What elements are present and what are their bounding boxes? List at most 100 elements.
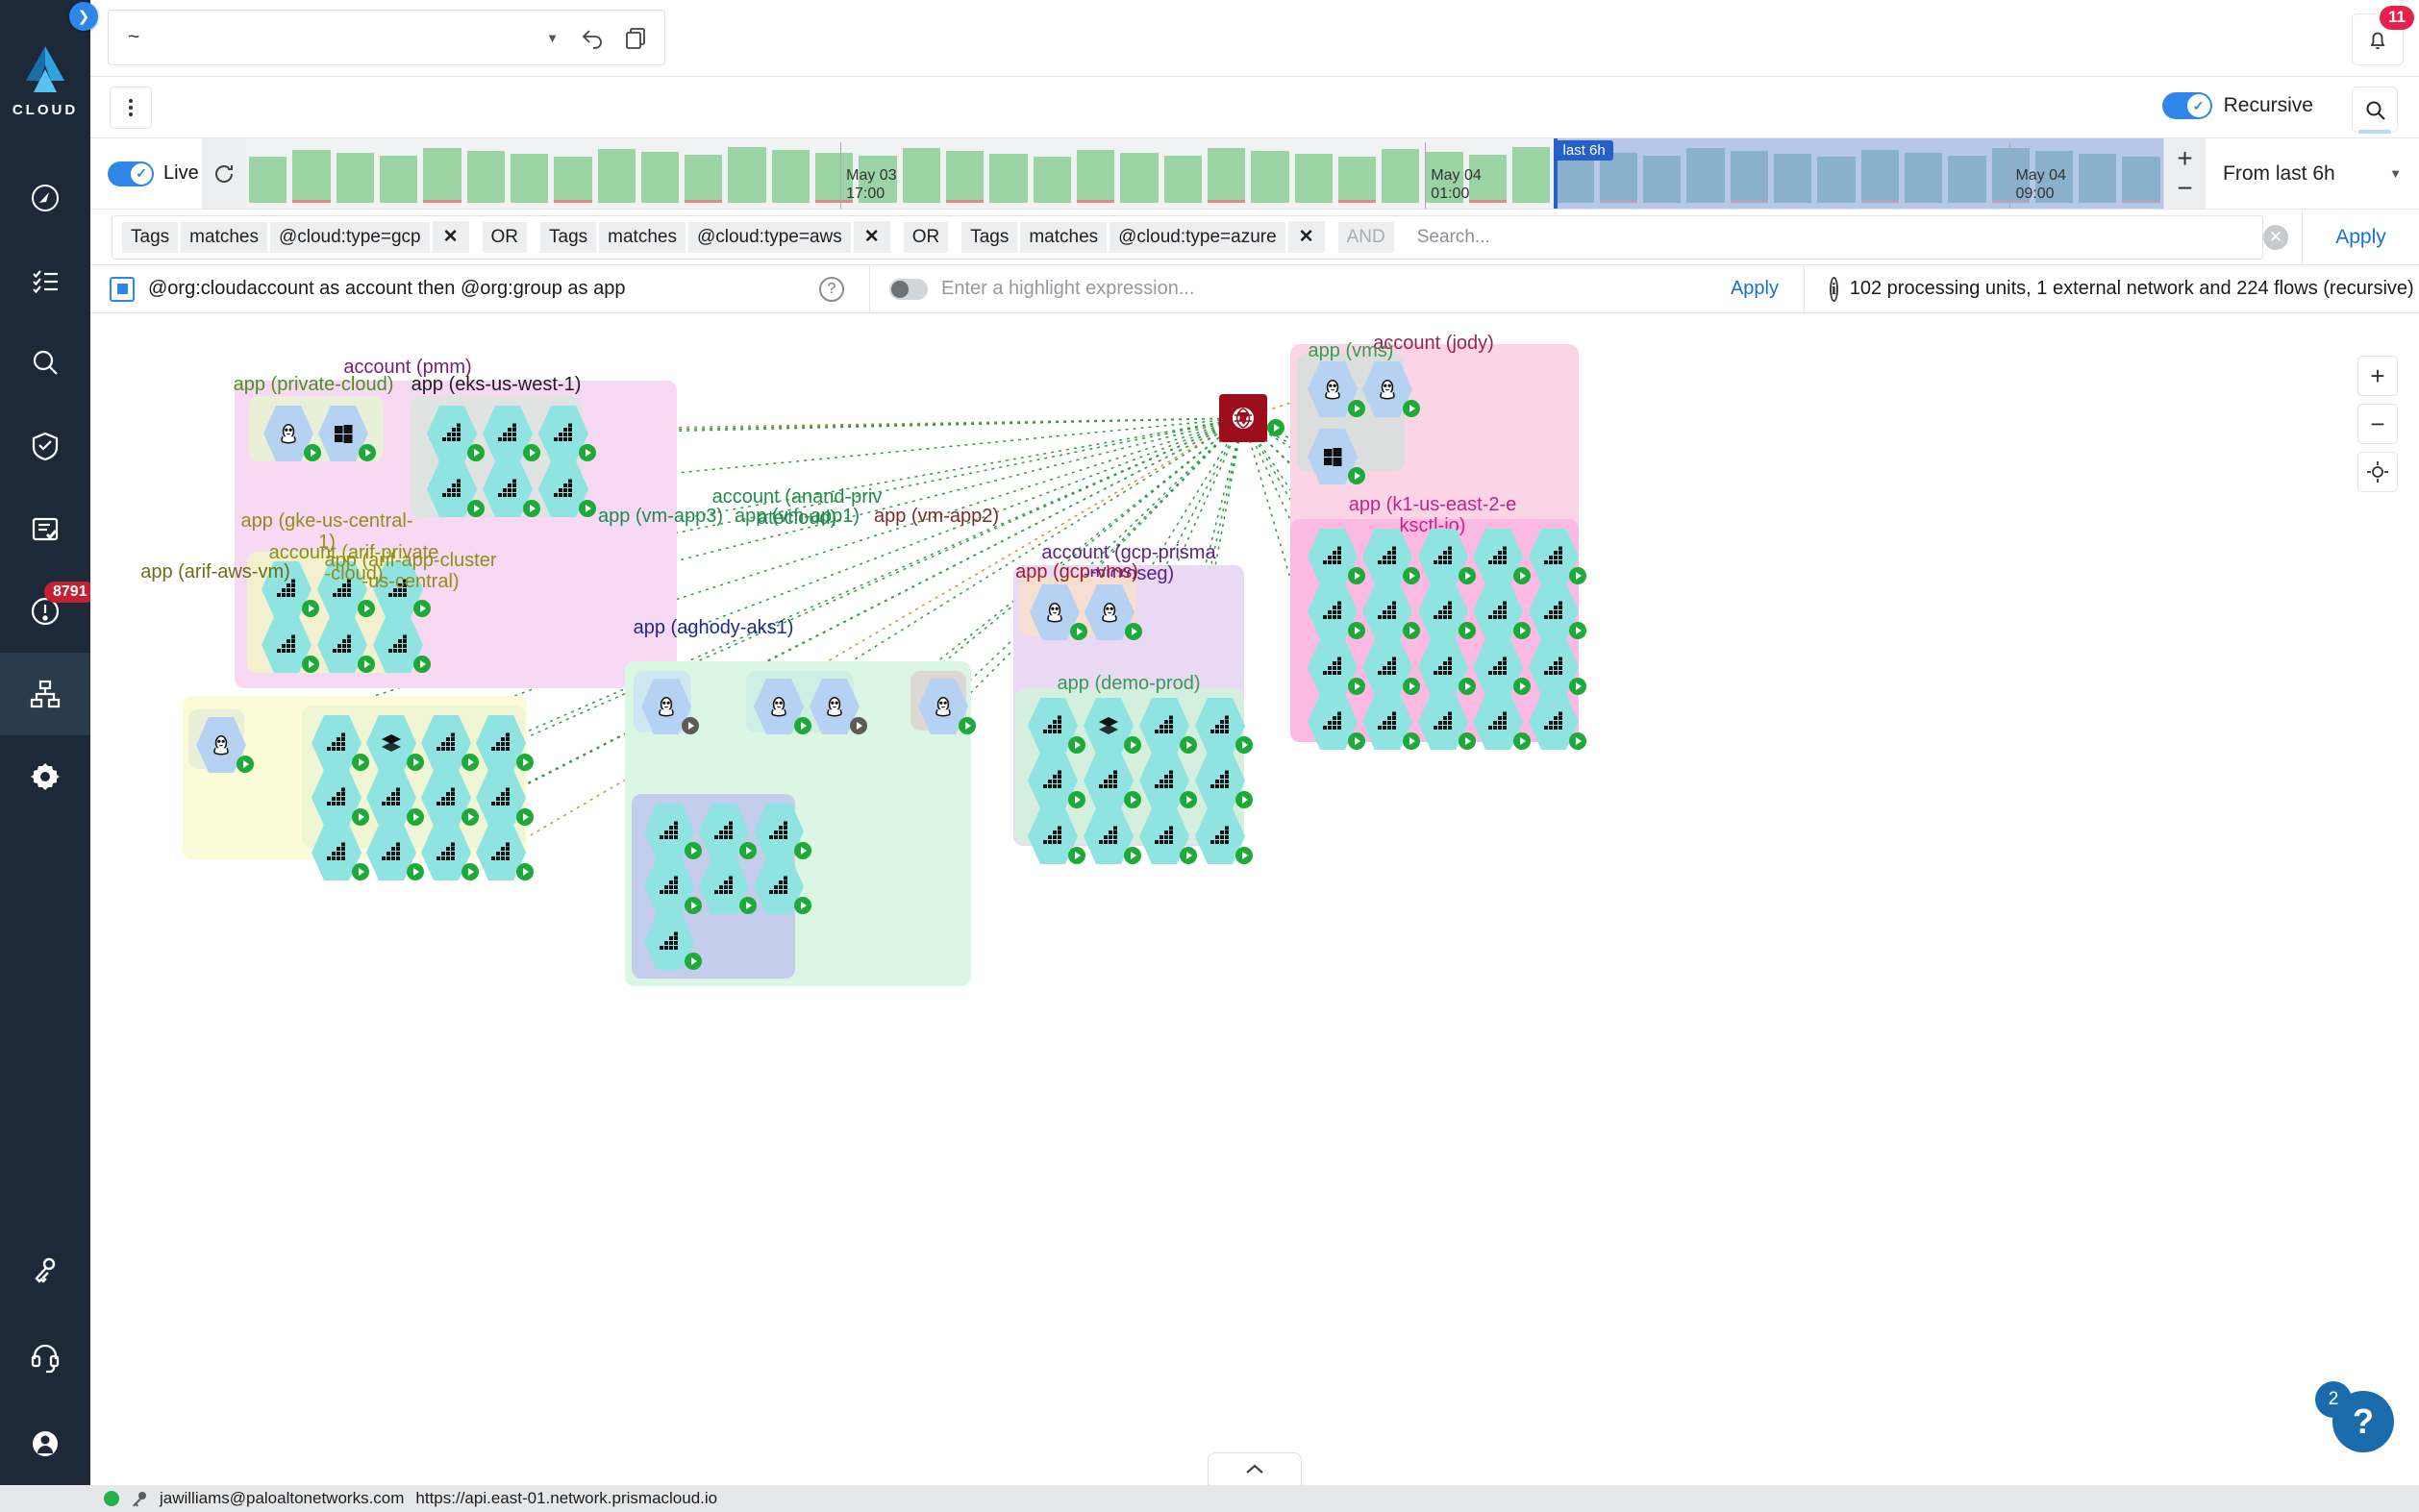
- graph-node[interactable]: [1308, 694, 1365, 750]
- query-text[interactable]: @org:cloudaccount as account then @org:g…: [148, 278, 626, 299]
- graph-node[interactable]: [312, 715, 369, 771]
- filter-join-operator[interactable]: AND: [1337, 221, 1394, 253]
- graph-node[interactable]: [1084, 698, 1141, 754]
- graph-node[interactable]: [483, 406, 540, 461]
- filter-search-placeholder[interactable]: Search...: [1416, 226, 1490, 247]
- filter-chip[interactable]: Tags matches @cloud:type=aws ✕: [540, 221, 893, 253]
- graph-node[interactable]: [1529, 583, 1586, 639]
- filter-chip-value[interactable]: @cloud:type=aws: [687, 221, 851, 253]
- graph-node[interactable]: [1139, 698, 1197, 754]
- bottom-panel-handle[interactable]: [1208, 1452, 1302, 1485]
- graph-node[interactable]: [1030, 584, 1087, 640]
- graph-node[interactable]: [262, 561, 319, 617]
- graph-node[interactable]: [538, 406, 596, 461]
- timeline-zoom-out[interactable]: −: [2177, 172, 2193, 203]
- graph-node[interactable]: [1529, 694, 1586, 750]
- filter-chip-value[interactable]: @cloud:type=azure: [1110, 221, 1285, 253]
- copy-icon[interactable]: [614, 16, 657, 59]
- graph-node[interactable]: [1084, 808, 1141, 864]
- timeline-zoom[interactable]: + −: [2163, 138, 2206, 209]
- highlight-toggle-icon[interactable]: [889, 278, 928, 300]
- filter-chip[interactable]: Tags matches @cloud:type=azure ✕: [961, 221, 1327, 253]
- filter-chip-field[interactable]: Tags: [540, 221, 597, 253]
- canvas-zoom-in-button[interactable]: +: [2357, 356, 2398, 396]
- graph-node[interactable]: [538, 461, 596, 517]
- graph-node[interactable]: [1308, 429, 1365, 484]
- graph-node[interactable]: [918, 679, 976, 734]
- graph-node[interactable]: [644, 858, 702, 914]
- search-icon[interactable]: [2352, 87, 2398, 134]
- graph-node[interactable]: [754, 858, 811, 914]
- graph-node[interactable]: [366, 770, 424, 826]
- graph-node[interactable]: [1362, 583, 1420, 639]
- graph-node[interactable]: [421, 825, 479, 880]
- sidebar-item-support[interactable]: [0, 1314, 90, 1400]
- graph-node[interactable]: [262, 617, 319, 673]
- graph-node[interactable]: [1308, 583, 1365, 639]
- filter-chip-operator[interactable]: matches: [599, 221, 686, 253]
- graph-node[interactable]: [1028, 753, 1085, 808]
- graph-node[interactable]: [754, 679, 811, 734]
- graph-node[interactable]: [1362, 529, 1420, 584]
- graph-node[interactable]: [1473, 583, 1531, 639]
- graph-node[interactable]: [427, 406, 485, 461]
- filter-apply-button[interactable]: Apply: [2302, 209, 2419, 265]
- graph-node[interactable]: [373, 561, 431, 617]
- graph-node[interactable]: [312, 825, 369, 880]
- graph-node[interactable]: [1529, 529, 1586, 584]
- sidebar-item-alerts[interactable]: 8791: [0, 570, 96, 653]
- graph-node[interactable]: [366, 825, 424, 880]
- filter-chip-field[interactable]: Tags: [961, 221, 1018, 253]
- graph-node[interactable]: [1362, 361, 1420, 417]
- highlight-apply-button[interactable]: Apply: [1730, 278, 1779, 299]
- sidebar-item-investigate[interactable]: [0, 322, 90, 405]
- sidebar-item-account[interactable]: [0, 1400, 90, 1487]
- graph-node[interactable]: [366, 715, 424, 771]
- graph-node[interactable]: [318, 406, 376, 461]
- graph-node[interactable]: [196, 717, 254, 773]
- sidebar-item-inventory[interactable]: [0, 239, 90, 322]
- graph-node[interactable]: [1418, 583, 1476, 639]
- graph-node[interactable]: [1308, 529, 1365, 584]
- graph-node[interactable]: [1418, 639, 1476, 695]
- graph-node[interactable]: [1085, 584, 1142, 640]
- live-toggle[interactable]: ✓: [108, 161, 154, 186]
- graph-node[interactable]: [1195, 753, 1253, 808]
- filter-chip-remove-icon[interactable]: ✕: [432, 221, 469, 253]
- graph-node[interactable]: [1139, 753, 1197, 808]
- network-graph-canvas[interactable]: account (pmm) app (private-cloud) app (eks…: [90, 313, 2419, 1485]
- sidebar-item-network[interactable]: [0, 653, 90, 735]
- graph-node[interactable]: [1473, 639, 1531, 695]
- graph-node[interactable]: [1195, 698, 1253, 754]
- filter-join-operator[interactable]: OR: [903, 221, 949, 253]
- graph-node[interactable]: [312, 770, 369, 826]
- timeline-zoom-in[interactable]: +: [2177, 142, 2193, 173]
- highlight-placeholder[interactable]: Enter a highlight expression...: [941, 278, 1195, 299]
- clear-circle-icon[interactable]: ✕: [2263, 224, 2288, 250]
- graph-node[interactable]: [373, 617, 431, 673]
- graph-node[interactable]: [1028, 808, 1085, 864]
- graph-node[interactable]: [810, 679, 867, 734]
- graph-node[interactable]: [1084, 753, 1141, 808]
- graph-node[interactable]: [644, 914, 702, 970]
- graph-node[interactable]: [421, 715, 479, 771]
- notifications-button[interactable]: 11: [2352, 6, 2414, 65]
- graph-node[interactable]: [1473, 694, 1531, 750]
- recursive-toggle-group[interactable]: ✓ Recursive: [2161, 92, 2313, 119]
- filter-input[interactable]: Tags matches @cloud:type=gcp ✕ OR Tags matches…: [112, 214, 2263, 260]
- canvas-zoom-out-button[interactable]: −: [2357, 404, 2398, 444]
- graph-node[interactable]: [1139, 808, 1197, 864]
- filter-chip-remove-icon[interactable]: ✕: [1287, 221, 1325, 253]
- filter-chip-operator[interactable]: matches: [1020, 221, 1108, 253]
- external-network-node[interactable]: [1219, 394, 1284, 442]
- scope-select[interactable]: ~ ▼: [108, 10, 665, 65]
- graph-node[interactable]: [699, 804, 757, 859]
- question-circle-icon[interactable]: ?: [819, 276, 844, 302]
- time-range-select[interactable]: From last 6h ▼: [2206, 138, 2419, 209]
- graph-node[interactable]: [1362, 694, 1420, 750]
- crosshair-icon[interactable]: [2357, 452, 2398, 492]
- graph-node[interactable]: [1308, 639, 1365, 695]
- graph-node[interactable]: [427, 461, 485, 517]
- filter-chip-field[interactable]: Tags: [122, 221, 179, 253]
- graph-node[interactable]: [483, 461, 540, 517]
